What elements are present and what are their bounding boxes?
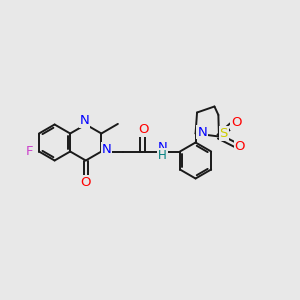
Text: O: O — [235, 140, 245, 153]
Text: S: S — [220, 127, 228, 140]
Text: H: H — [158, 149, 167, 162]
Text: O: O — [231, 116, 241, 129]
Text: O: O — [139, 123, 149, 136]
Text: F: F — [26, 145, 33, 158]
Text: N: N — [102, 142, 111, 156]
Text: O: O — [80, 176, 91, 189]
Text: N: N — [158, 141, 167, 154]
Text: N: N — [197, 125, 207, 139]
Text: N: N — [80, 114, 89, 128]
